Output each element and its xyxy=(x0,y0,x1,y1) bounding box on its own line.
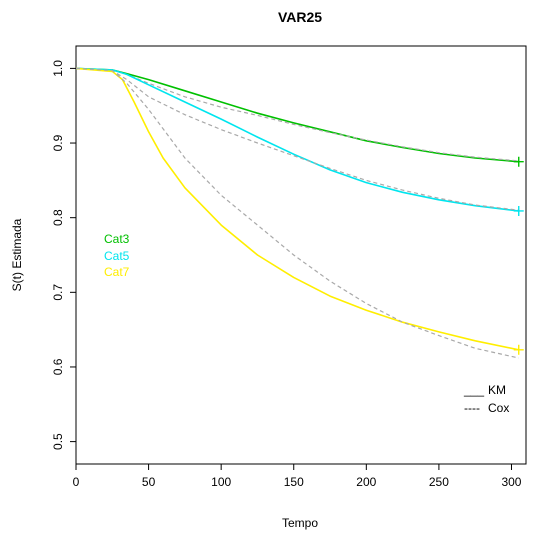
km-line-cat5 xyxy=(75,67,519,212)
legend-item-cat5: Cat5 xyxy=(104,249,130,263)
x-axis-label: Tempo xyxy=(282,516,318,530)
cox-line-cat5 xyxy=(75,67,519,211)
series-layer xyxy=(75,67,524,359)
y-axis: 0.5 0.6 0.7 0.8 0.9 1.0 xyxy=(51,60,76,450)
x-tick-label: 150 xyxy=(284,475,304,489)
y-tick-label: 0.5 xyxy=(51,433,65,450)
x-axis: 0 50 100 150 200 250 300 xyxy=(73,464,522,489)
line-type-legend: ___ KM ---- Cox xyxy=(463,383,509,415)
km-line-cat7 xyxy=(75,67,519,351)
y-tick-label: 0.8 xyxy=(51,209,65,226)
x-tick-label: 50 xyxy=(142,475,156,489)
x-tick-label: 100 xyxy=(211,475,231,489)
y-tick-label: 0.7 xyxy=(51,284,65,301)
legend-km-label: KM xyxy=(488,383,506,397)
y-tick-label: 1.0 xyxy=(51,60,65,77)
x-tick-label: 250 xyxy=(429,475,449,489)
x-tick-label: 200 xyxy=(356,475,376,489)
y-tick-label: 0.6 xyxy=(51,358,65,375)
legend-cox-label: Cox xyxy=(488,401,509,415)
x-tick-label: 0 xyxy=(73,475,80,489)
y-tick-label: 0.9 xyxy=(51,134,65,151)
legend-item-cat3: Cat3 xyxy=(104,232,130,246)
legend-item-cat7: Cat7 xyxy=(104,265,130,279)
color-legend: Cat3 Cat5 Cat7 xyxy=(104,232,130,279)
censor-marker-cat7 xyxy=(513,344,524,355)
x-tick-label: 300 xyxy=(501,475,521,489)
censor-marker-cat3 xyxy=(513,156,524,167)
legend-cox-symbol: ---- xyxy=(464,401,480,415)
plot-frame xyxy=(75,45,527,465)
plot-area xyxy=(75,45,527,465)
legend-km-symbol: ___ xyxy=(463,383,484,397)
y-axis-label: S(t) Estimada xyxy=(10,218,24,291)
chart-title: VAR25 xyxy=(278,9,322,25)
cox-line-cat7 xyxy=(75,67,519,359)
censor-marker-cat5 xyxy=(513,205,524,216)
cox-line-cat3 xyxy=(75,67,519,162)
km-line-cat3 xyxy=(75,67,519,163)
